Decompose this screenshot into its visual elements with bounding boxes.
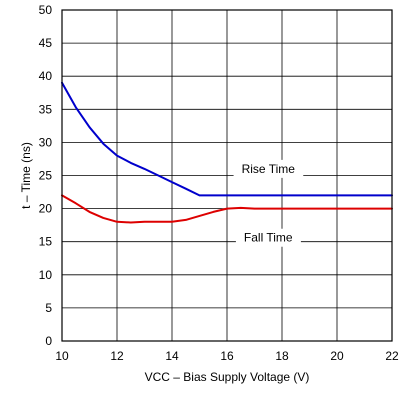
y-tick-label: 40 — [39, 69, 53, 83]
y-tick-label: 20 — [39, 202, 53, 216]
y-tick-label: 50 — [39, 3, 53, 17]
x-tick-label: 22 — [385, 349, 399, 363]
y-tick-label: 0 — [45, 334, 52, 348]
plot-frame — [61, 9, 393, 342]
y-tick-label: 5 — [45, 301, 52, 315]
x-tick-label: 18 — [275, 349, 289, 363]
x-tick-label: 16 — [220, 349, 234, 363]
y-tick-label: 10 — [39, 268, 53, 282]
x-tick-label: 20 — [330, 349, 344, 363]
series-line-fall-time — [61, 194, 393, 224]
annotation-background — [235, 228, 301, 247]
x-tick-label: 12 — [110, 349, 124, 363]
annotation-label: Rise Time — [242, 162, 296, 176]
x-tick-label: 14 — [165, 349, 179, 363]
annotations: Rise Time Fall Time — [233, 159, 304, 247]
y-tick-labels: 0 5 10 15 20 25 30 35 40 45 50 — [39, 3, 53, 348]
grid — [62, 10, 392, 341]
series-line-rise-time — [61, 81, 393, 197]
y-axis-label: t – Time (ns) — [19, 142, 33, 209]
y-tick-label: 35 — [39, 102, 53, 116]
x-tick-labels: 10 12 14 16 18 20 22 — [55, 349, 399, 363]
y-tick-label: 45 — [39, 36, 53, 50]
annotation-label: Fall Time — [244, 231, 293, 245]
annotation-background — [233, 159, 304, 178]
y-tick-label: 30 — [39, 135, 53, 149]
y-tick-label: 25 — [39, 169, 53, 183]
x-axis-label: VCC – Bias Supply Voltage (V) — [145, 370, 310, 384]
series-group — [61, 81, 393, 224]
y-tick-label: 15 — [39, 235, 53, 249]
x-tick-label: 10 — [55, 349, 69, 363]
